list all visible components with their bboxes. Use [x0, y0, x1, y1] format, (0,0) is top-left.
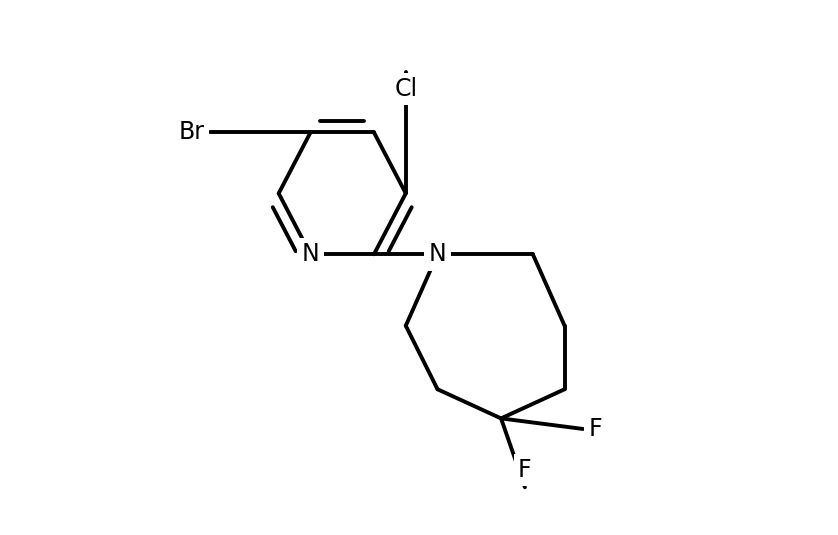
Text: N: N: [302, 242, 319, 266]
Text: F: F: [588, 417, 602, 441]
Text: F: F: [518, 458, 531, 482]
Text: Cl: Cl: [394, 77, 417, 101]
Text: Br: Br: [178, 120, 204, 144]
Text: N: N: [429, 242, 447, 266]
